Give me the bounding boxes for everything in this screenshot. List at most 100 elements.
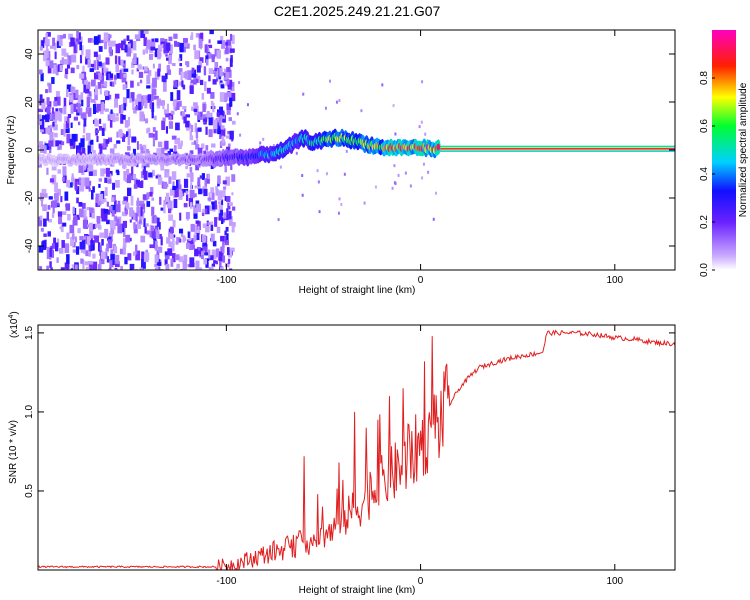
noise-speckle <box>152 169 155 177</box>
noise-speckle <box>205 126 208 135</box>
noise-speckle <box>197 162 201 168</box>
noise-speckle <box>224 262 230 268</box>
noise-speckle <box>57 145 60 151</box>
noise-speckle <box>205 225 210 233</box>
noise-speckle <box>151 109 154 119</box>
noise-speckle <box>82 135 85 140</box>
noise-speckle <box>174 268 177 270</box>
noise-speckle <box>230 33 233 41</box>
noise-speckle <box>178 228 183 234</box>
noise-speckle <box>93 36 99 45</box>
noise-speckle <box>76 197 79 204</box>
noise-speckle <box>217 40 222 44</box>
noise-speckle <box>151 197 155 201</box>
noise-speckle <box>193 193 197 198</box>
noise-speckle <box>39 94 43 100</box>
noise-speckle <box>279 165 282 169</box>
noise-speckle <box>183 38 188 43</box>
noise-speckle <box>148 53 153 60</box>
noise-speckle <box>45 60 50 67</box>
noise-speckle <box>174 40 178 47</box>
noise-speckle <box>116 131 119 138</box>
noise-speckle <box>204 81 207 92</box>
noise-speckle <box>68 42 72 48</box>
noise-speckle <box>91 79 96 87</box>
noise-speckle <box>168 44 173 54</box>
noise-speckle <box>123 103 127 111</box>
noise-speckle <box>207 44 213 49</box>
noise-speckle <box>138 212 142 220</box>
noise-speckle <box>60 129 66 136</box>
colorbar: 0.0 0.2 0.4 0.6 0.8 Normalized spectral ampl… <box>699 30 749 277</box>
noise-speckle <box>170 110 175 115</box>
noise-speckle <box>46 106 51 114</box>
noise-speckle <box>197 127 202 132</box>
noise-speckle <box>155 175 158 179</box>
noise-speckle <box>218 204 223 214</box>
noise-speckle <box>100 251 106 260</box>
noise-speckle <box>108 178 112 184</box>
noise-speckle <box>95 54 101 61</box>
noise-speckle <box>424 132 427 136</box>
noise-speckle <box>226 39 232 48</box>
noise-speckle <box>179 62 183 67</box>
noise-speckle <box>154 71 160 80</box>
figure-title: C2E1.2025.249.21.21.G07 <box>274 3 441 19</box>
noise-speckle <box>104 187 108 197</box>
noise-speckle <box>201 234 206 242</box>
noise-speckle <box>42 240 47 250</box>
noise-speckle <box>109 111 114 119</box>
noise-speckle <box>81 147 86 158</box>
noise-speckle <box>43 193 48 198</box>
noise-speckle <box>48 218 53 223</box>
noise-speckle <box>92 186 95 193</box>
noise-speckle <box>50 267 53 270</box>
noise-speckle <box>79 54 83 64</box>
noise-speckle <box>158 222 161 230</box>
noise-speckle <box>164 259 168 266</box>
noise-speckle <box>132 212 138 221</box>
snr-multiplier: (x104) <box>8 311 20 338</box>
noise-speckle <box>63 105 67 115</box>
noise-speckle <box>217 127 222 135</box>
noise-speckle <box>140 235 146 243</box>
noise-speckle <box>182 84 186 90</box>
noise-speckle <box>63 58 69 65</box>
noise-speckle <box>51 166 57 171</box>
ytick-label: 1.0 <box>24 405 35 419</box>
noise-speckle <box>84 168 88 172</box>
noise-speckle <box>129 263 135 270</box>
noise-speckle <box>218 210 223 221</box>
noise-speckle <box>166 203 170 208</box>
noise-speckle <box>176 179 179 189</box>
noise-speckle <box>222 92 228 101</box>
noise-speckle <box>131 62 135 68</box>
noise-speckle <box>49 146 52 154</box>
noise-speckle <box>58 215 63 225</box>
noise-speckle <box>131 214 134 220</box>
noise-speckle <box>170 258 174 267</box>
noise-speckle <box>154 254 159 264</box>
noise-speckle <box>160 269 164 270</box>
noise-speckle <box>301 174 304 178</box>
xtick-label: 0 <box>418 576 424 587</box>
noise-speckle <box>316 169 319 173</box>
ytick-label: 0.5 <box>24 484 35 498</box>
noise-speckle <box>187 231 190 238</box>
noise-speckle <box>98 183 101 188</box>
noise-speckle <box>171 171 177 181</box>
noise-speckle <box>106 201 109 207</box>
snr-ylabel: SNR (10 * v/v) <box>8 420 19 484</box>
noise-speckle <box>70 37 75 47</box>
noise-speckle <box>115 254 120 264</box>
noise-speckle <box>116 113 119 117</box>
noise-speckle <box>151 102 155 113</box>
noise-speckle <box>421 80 424 84</box>
noise-speckle <box>82 259 85 269</box>
noise-speckle <box>123 196 129 202</box>
noise-speckle <box>161 181 165 189</box>
noise-speckle <box>45 114 50 123</box>
noise-speckle <box>142 95 147 102</box>
noise-speckle <box>55 91 61 96</box>
noise-speckle <box>186 173 191 178</box>
